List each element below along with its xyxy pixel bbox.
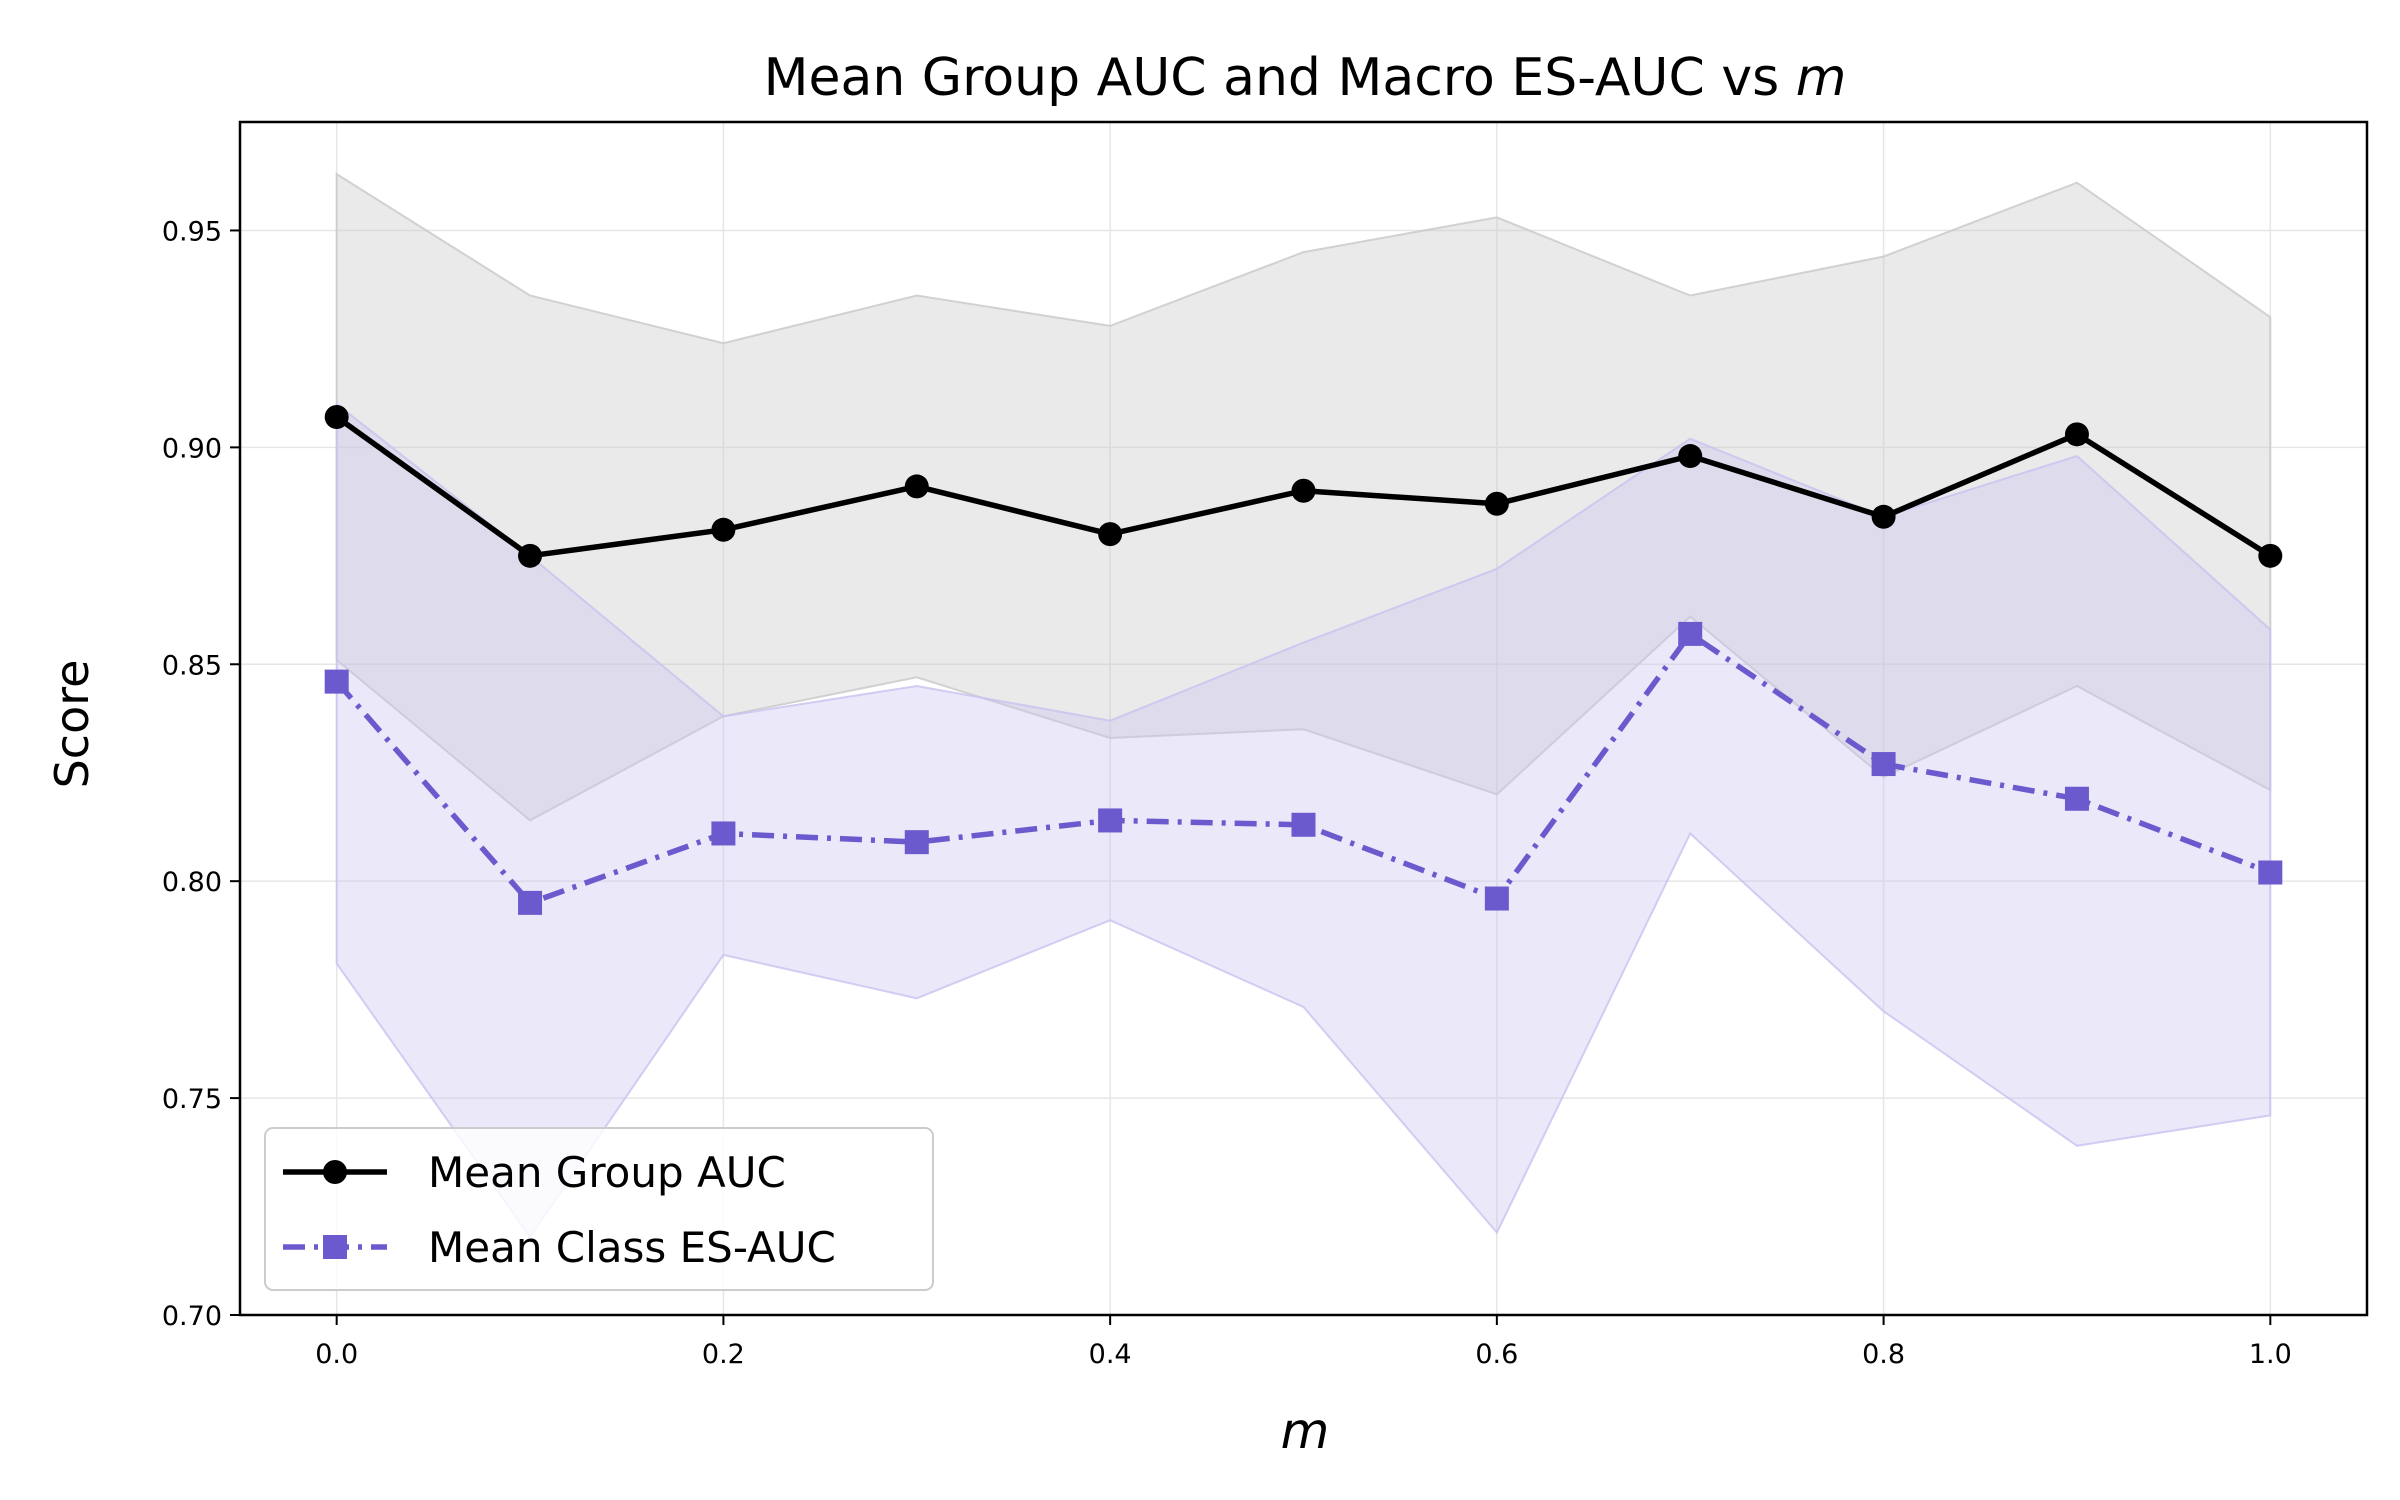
y-tick-label: 0.95 <box>162 216 222 247</box>
legend-label: Mean Class ES-AUC <box>428 1223 836 1272</box>
series-markers <box>324 404 2283 915</box>
data-point <box>1484 491 1509 516</box>
x-tick-label: 1.0 <box>2249 1339 2292 1370</box>
data-point <box>324 404 349 429</box>
data-point <box>711 821 736 846</box>
data-point <box>2064 786 2089 811</box>
data-point <box>518 890 543 915</box>
data-point <box>1291 478 1316 503</box>
y-tick-label: 0.70 <box>162 1301 222 1332</box>
legend: Mean Group AUC Mean Class ES-AUC <box>264 1127 934 1291</box>
title-main: Mean Group AUC and Macro ES-AUC vs <box>764 48 1796 108</box>
y-tick-label: 0.90 <box>162 433 222 464</box>
legend-marker <box>323 1160 347 1184</box>
data-point <box>1098 522 1123 547</box>
data-point <box>711 517 736 542</box>
y-axis-ticks: 0.70 0.75 0.80 0.85 0.90 0.95 <box>162 216 240 1332</box>
x-axis-label: m <box>1281 1402 1330 1460</box>
y-tick-label: 0.75 <box>162 1084 222 1115</box>
data-point <box>2258 543 2283 568</box>
series-line <box>334 631 2272 906</box>
x-tick-label: 0.8 <box>1862 1339 1905 1370</box>
y-tick-label: 0.85 <box>162 650 222 681</box>
data-point <box>324 669 349 694</box>
legend-box <box>264 1127 934 1291</box>
data-point <box>904 830 929 855</box>
data-point <box>1291 812 1316 837</box>
y-axis-label: Score <box>45 660 99 789</box>
data-point <box>2258 860 2283 885</box>
x-tick-label: 0.0 <box>315 1339 358 1370</box>
data-point <box>1678 444 1703 469</box>
x-tick-label: 0.4 <box>1089 1339 1132 1370</box>
data-point <box>1871 752 1896 777</box>
data-point <box>904 474 929 499</box>
data-point <box>1098 808 1123 833</box>
plot-area-frame <box>238 120 2369 1317</box>
x-tick-label: 0.6 <box>1475 1339 1518 1370</box>
legend-marker <box>323 1235 347 1259</box>
data-point <box>1484 886 1509 911</box>
data-point <box>518 543 543 568</box>
data-point <box>2064 422 2089 447</box>
x-tick-label: 0.2 <box>702 1339 745 1370</box>
title-variable: m <box>1796 48 1847 108</box>
legend-label: Mean Group AUC <box>428 1148 786 1197</box>
chart-title: Mean Group AUC and Macro ES-AUC vs m <box>764 48 1847 108</box>
data-point <box>1678 621 1703 646</box>
legend-entries: Mean Group AUC Mean Class ES-AUC <box>283 1148 836 1272</box>
data-point <box>1871 504 1896 529</box>
x-axis-ticks: 0.0 0.2 0.4 0.6 0.8 1.0 <box>315 1315 2292 1370</box>
y-tick-label: 0.80 <box>162 867 222 898</box>
